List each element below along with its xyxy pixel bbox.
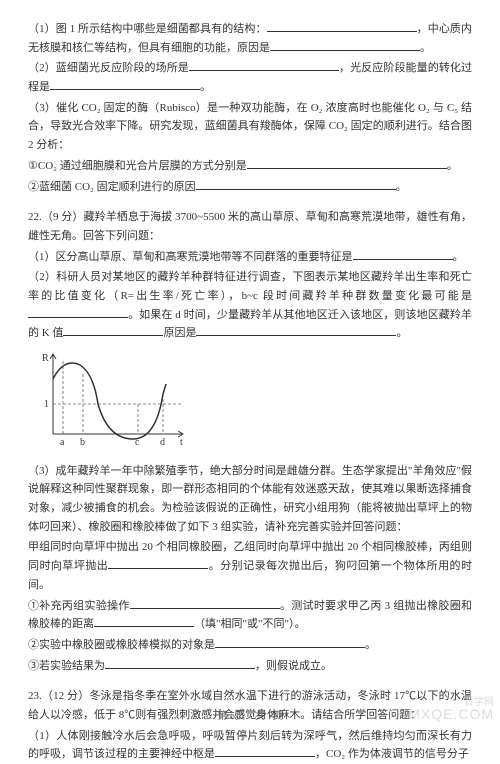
text: （1）区分高山草原、草甸和高寒荒漠地带等不同群落的重要特征是 bbox=[28, 251, 353, 263]
svg-text:a: a bbox=[60, 437, 65, 448]
blank bbox=[130, 597, 280, 609]
blank bbox=[215, 636, 365, 648]
blank bbox=[50, 78, 200, 90]
text: 。 bbox=[420, 42, 431, 54]
blank bbox=[63, 324, 163, 336]
q21-p3: （3）催化 CO₂ 固定的酶（Rubisco）是一种双功能酶，在 O₂ 浓度高时… bbox=[28, 99, 472, 155]
blank bbox=[247, 157, 447, 169]
text: ，则假说成立。 bbox=[255, 660, 332, 672]
blank bbox=[196, 324, 396, 336]
text: 。 bbox=[447, 160, 458, 172]
text: 22.（9 分）藏羚羊栖息于海拔 3700~5500 米的高山草原、草甸和高寒荒… bbox=[28, 211, 472, 242]
text: ，CO₂ 作为体液调节的信号分子 bbox=[315, 748, 469, 760]
text: ①补充丙组实验操作 bbox=[28, 600, 130, 612]
q22-p3-3: ③若实验结果为 ，则假说成立。 bbox=[28, 657, 472, 676]
svg-text:b: b bbox=[80, 437, 85, 448]
q22-p1: （1）区分高山草原、草甸和高寒荒漠地带等不同群落的重要特征是 。 bbox=[28, 248, 472, 267]
text: ①CO₂ 通过细胞膜和光合片层膜的方式分别是 bbox=[28, 160, 247, 172]
text: （填"相同"或"不同"）。 bbox=[194, 618, 305, 630]
blank bbox=[189, 59, 339, 71]
blank bbox=[353, 248, 453, 260]
text: （2）蓝细菌光反应阶段的场所是 bbox=[28, 62, 189, 74]
text: ③若实验结果为 bbox=[28, 660, 105, 672]
text: ②实验中橡胶圈或橡胶棒模拟的对象是 bbox=[28, 639, 215, 651]
text: ②蓝细菌 CO₂ 固定顺利进行的原因 bbox=[28, 181, 196, 193]
q22-exp: 甲组同时向草坪中抛出 20 个相同橡胶圈，乙组同时向草坪中抛出 20 个相同橡胶… bbox=[28, 538, 472, 594]
q22-p2: （2）科研人员对某地区的藏羚羊种群特征进行调查，下图表示某地区藏羚羊出生率和死亡… bbox=[28, 268, 472, 343]
svg-text:t: t bbox=[180, 437, 183, 448]
blank bbox=[267, 20, 417, 32]
q21-p3-2: ②蓝细菌 CO₂ 固定顺利进行的原因 。 bbox=[28, 178, 472, 197]
svg-text:1: 1 bbox=[44, 399, 49, 410]
q22-p3-1: ①补充丙组实验操作。测试时要求甲乙丙 3 组抛出橡胶圈和橡胶棒的距离（填"相同"… bbox=[28, 597, 472, 634]
text: 。 bbox=[200, 81, 211, 93]
blank bbox=[105, 657, 255, 669]
text: 。 bbox=[396, 327, 407, 339]
text: （2）科研人员对某地区的藏羚羊种群特征进行调查，下图表示某地区藏羚羊出生率和死亡… bbox=[28, 271, 472, 302]
text: （3）催化 CO₂ 固定的酶（Rubisco）是一种双功能酶，在 O₂ 浓度高时… bbox=[28, 102, 472, 151]
q23-p1: （1）人体刚接触冷水后会急呼吸，呼吸暂停片刻后转为深呼气，然后维持均匀而深长有力… bbox=[28, 727, 472, 764]
text: （3）成年藏羚羊一年中除繁殖季节，绝大部分时间是雌雄分群。生态学家提出"羊角效应… bbox=[28, 465, 472, 533]
blank bbox=[108, 557, 208, 569]
q22-p3: （3）成年藏羚羊一年中除繁殖季节，绝大部分时间是雌雄分群。生态学家提出"羊角效应… bbox=[28, 462, 472, 537]
q21-p2: （2）蓝细菌光反应阶段的场所是，光反应阶段能量的转化过程是。 bbox=[28, 59, 472, 96]
text: 原因是 bbox=[163, 327, 196, 339]
text: 。 bbox=[365, 639, 376, 651]
q21-p3-1: ①CO₂ 通过细胞膜和光合片层膜的方式分别是 。 bbox=[28, 157, 472, 176]
chart-svg: R 1 a b c d t bbox=[38, 349, 188, 449]
blank bbox=[28, 306, 128, 318]
svg-text:R: R bbox=[42, 353, 49, 364]
watermark-en: MXQE.COM bbox=[408, 703, 494, 727]
svg-text:d: d bbox=[160, 437, 165, 448]
q21-p1: （1）图 1 所示结构中哪些是细菌都具有的结构：，中心质内无核膜和核仁等结构，但… bbox=[28, 20, 472, 57]
text: 。 bbox=[453, 251, 464, 263]
blank bbox=[196, 178, 396, 190]
q22-p3-2: ②实验中橡胶圈或橡胶棒模拟的对象是 。 bbox=[28, 636, 472, 655]
text: 。 bbox=[396, 181, 407, 193]
blank bbox=[215, 745, 315, 757]
svg-text:c: c bbox=[135, 437, 140, 448]
blank bbox=[94, 615, 194, 627]
q22-head: 22.（9 分）藏羚羊栖息于海拔 3700~5500 米的高山草原、草甸和高寒荒… bbox=[28, 208, 472, 245]
text: （1）图 1 所示结构中哪些是细菌都具有的结构： bbox=[28, 23, 267, 35]
blank bbox=[270, 39, 420, 51]
rate-chart: R 1 a b c d t bbox=[38, 349, 472, 456]
